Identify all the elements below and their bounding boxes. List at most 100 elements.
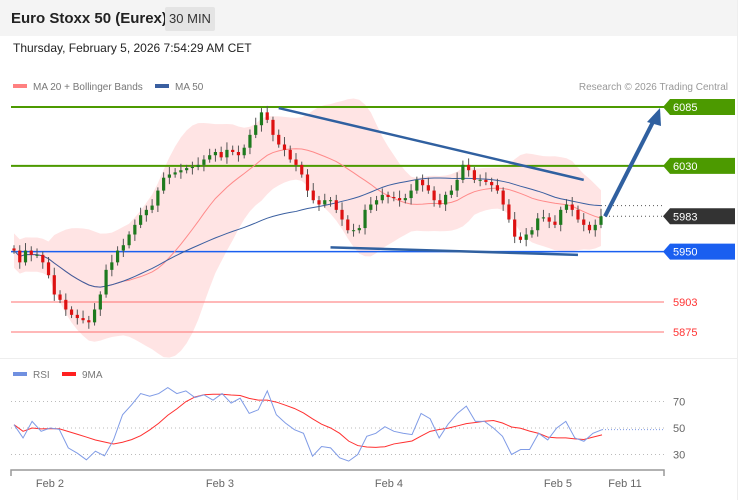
candle-body: [559, 209, 563, 225]
candle: [351, 223, 356, 237]
candle-body: [294, 159, 298, 165]
candle: [144, 205, 148, 222]
candle: [52, 267, 56, 301]
candle: [547, 213, 551, 229]
candle-body: [576, 209, 580, 220]
candle-body: [46, 262, 51, 276]
x-tick-label: Feb 5: [544, 478, 572, 490]
candle: [334, 194, 338, 214]
candle-body: [495, 185, 500, 191]
level-tag-6030: [663, 157, 735, 174]
candle: [346, 215, 350, 234]
x-axis: [10, 469, 665, 476]
candle-body: [12, 248, 16, 251]
candle-body: [334, 200, 338, 210]
candle-body: [513, 219, 517, 237]
candle-body: [127, 234, 131, 246]
candle: [576, 205, 580, 223]
candle-body: [185, 168, 189, 171]
candle-body: [518, 236, 523, 240]
candle: [87, 315, 91, 329]
candle-body: [449, 190, 453, 195]
candle: [110, 254, 114, 277]
level-tag-label-6030: 6030: [673, 161, 697, 173]
rsi-tick-label: 50: [673, 423, 685, 435]
candle-body: [29, 250, 33, 255]
candle: [288, 145, 292, 163]
candle-body: [75, 314, 79, 319]
candle: [438, 193, 442, 208]
candle: [202, 155, 206, 172]
candle-body: [570, 204, 574, 210]
x-tick-label: Feb 11: [608, 478, 641, 490]
timeframe-badge[interactable]: 30 MIN: [165, 7, 215, 31]
candle: [420, 174, 425, 192]
candle: [599, 208, 603, 229]
candle-body: [98, 294, 102, 310]
candle: [41, 251, 45, 269]
candle: [455, 172, 459, 197]
copyright: Research © 2026 Trading Central: [579, 82, 728, 93]
candle-body: [104, 269, 108, 295]
candle: [518, 232, 523, 244]
candle: [426, 177, 430, 194]
candle-body: [64, 299, 68, 310]
candle-body: [426, 185, 430, 191]
candle-body: [150, 205, 154, 210]
candle: [530, 226, 534, 238]
candle: [248, 129, 252, 155]
candle: [92, 303, 97, 326]
candle-body: [409, 190, 413, 199]
candle-body: [582, 219, 586, 225]
candle: [478, 174, 482, 187]
candle: [432, 186, 436, 207]
candle: [167, 166, 171, 185]
level-tag-6085: [663, 99, 735, 115]
candle: [374, 195, 379, 211]
candle: [225, 142, 229, 164]
rsi-panel: 70 50 30 Feb 2 Feb 3 Feb 4 Feb 5 Feb 11: [10, 386, 685, 490]
candle: [271, 116, 275, 142]
candle-body: [346, 219, 350, 231]
candle-body: [248, 134, 252, 148]
candle-body: [196, 164, 200, 167]
candle: [403, 193, 407, 204]
candle: [449, 185, 453, 199]
candle-body: [254, 125, 258, 135]
candle: [328, 196, 333, 207]
candle: [323, 193, 327, 208]
candle: [340, 202, 344, 226]
candle: [300, 161, 304, 178]
level-label-5903: 5903: [673, 297, 697, 309]
candle-body: [225, 149, 229, 158]
candle: [236, 145, 241, 162]
candle-body: [18, 250, 22, 263]
candle-body: [190, 166, 195, 169]
candle: [392, 191, 396, 202]
candle: [444, 191, 448, 211]
candle: [409, 184, 413, 205]
candle: [58, 290, 62, 304]
candle: [305, 169, 310, 197]
candle: [98, 291, 102, 316]
candle-body: [553, 221, 557, 225]
legend-label: RSI: [33, 370, 50, 381]
candle-body: [41, 254, 45, 263]
candle-body: [541, 217, 546, 219]
forecast-arrow: [603, 117, 657, 218]
candle-body: [219, 151, 223, 158]
candle: [277, 129, 281, 148]
candle: [536, 213, 540, 237]
candle-body: [81, 318, 85, 321]
candle-body: [179, 170, 183, 173]
candle: [213, 148, 218, 162]
candle: [121, 238, 125, 257]
candle: [357, 224, 361, 234]
arrow-head-icon: [647, 108, 661, 126]
candle-body: [564, 204, 569, 210]
candle-body: [288, 149, 292, 160]
candle: [23, 243, 28, 266]
candle: [35, 248, 39, 259]
candle: [317, 195, 321, 211]
